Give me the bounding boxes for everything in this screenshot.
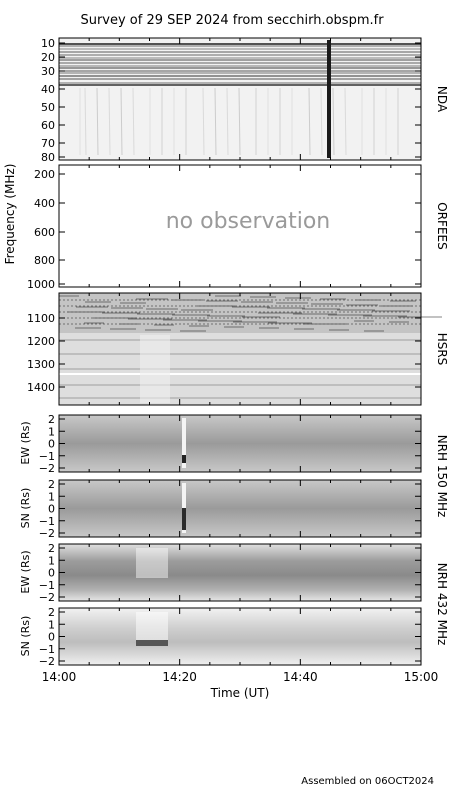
nda-streak: [120, 87, 123, 156]
nrh432-sn-map: [59, 608, 421, 665]
nda-streak: [96, 87, 99, 156]
nda-streak: [132, 87, 135, 156]
nrh432-sn-ylabel: SN (Rs): [19, 616, 32, 657]
y-tick-label: 2: [48, 478, 55, 491]
nrh150-sn-burst-core: [182, 508, 186, 530]
y-tick-label: −2: [39, 462, 55, 475]
panel-orfees: no observation: [58, 164, 422, 288]
y-tick-label: 1300: [27, 358, 55, 371]
nrh150-ew-map: [59, 415, 421, 472]
y-tick-label: 800: [34, 254, 55, 267]
y-tick-label: 40: [41, 83, 55, 96]
orfees-status: no observation: [166, 209, 331, 234]
y-tick-label: 1: [48, 554, 55, 567]
y-tick-label: 60: [41, 119, 55, 132]
y-tick-label: −1: [39, 450, 55, 463]
y-tick-label: −2: [39, 655, 55, 668]
nda-streak: [84, 87, 87, 156]
y-tick-label: 2: [48, 606, 55, 619]
panel-hsrs: [58, 292, 442, 406]
chart-title: Survey of 29 SEP 2024 from secchirh.obsp…: [80, 13, 384, 28]
y-tick-label: −1: [39, 643, 55, 656]
y-tick-label: 1200: [27, 335, 55, 348]
y-tick-label: −2: [39, 527, 55, 540]
panel-nrh432-sn: [58, 607, 422, 666]
nrh432-ew-map: [59, 544, 421, 601]
nrh150-ew-burst-core: [182, 455, 186, 463]
nda-streak: [344, 87, 347, 156]
panel-nrh432-ew: [58, 543, 422, 602]
nda-right-label: NDA: [435, 86, 449, 113]
axis-ticks: [58, 38, 422, 665]
x-tick-label: 14:20: [162, 670, 197, 684]
y-tick-label: 0: [48, 503, 55, 516]
nda-streak: [320, 87, 323, 156]
x-axis-label: Time (UT): [210, 686, 270, 700]
hsrs-right-label: HSRS: [435, 333, 449, 366]
nrh432-sn-bright-patch: [136, 612, 168, 642]
nrh432-label: NRH 432 MHz: [435, 563, 449, 646]
nda-spectral-lines: [59, 43, 421, 156]
y-tick-label: 10: [41, 37, 55, 50]
panel-nrh150-ew: [58, 414, 422, 473]
y-tick-label: 1: [48, 425, 55, 438]
nda-streak: [202, 87, 205, 156]
y-tick-label: 30: [41, 65, 55, 78]
nda-streak: [108, 87, 111, 156]
nrh150-ew-ylabel: EW (Rs): [19, 421, 32, 464]
y-tick-label: 0: [48, 567, 55, 580]
frequency-axis-label: Frequency (MHz): [3, 164, 17, 265]
y-tick-label: 400: [34, 197, 55, 210]
y-tick-label: −1: [39, 515, 55, 528]
y-tick-label: 600: [34, 226, 55, 239]
hsrs-bright-patch: [140, 335, 170, 403]
y-tick-label: 50: [41, 101, 55, 114]
y-tick-label: −2: [39, 591, 55, 604]
panel-nda: [58, 37, 422, 161]
y-tick-label: 20: [41, 51, 55, 64]
y-tick-label: 70: [41, 137, 55, 150]
nda-streak: [226, 87, 229, 156]
y-tick-label: 1100: [27, 312, 55, 325]
orfees-right-label: ORFEES: [435, 202, 449, 249]
hsrs-spectral-lines: [59, 295, 442, 403]
nda-radio-burst: [327, 40, 331, 158]
nda-streak: [308, 87, 311, 156]
y-tick-label: 80: [41, 151, 55, 164]
nda-streak: [214, 87, 217, 156]
nrh150-label: NRH 150 MHz: [435, 435, 449, 518]
y-tick-label: 2: [48, 413, 55, 426]
nrh432-ew-bright-patch: [136, 548, 168, 578]
x-tick-label: 14:40: [283, 670, 318, 684]
nrh150-ew-burst: [182, 418, 186, 468]
x-tick-label: 15:00: [404, 670, 439, 684]
nrh432-ew-ylabel: EW (Rs): [19, 550, 32, 593]
nda-streak: [332, 87, 335, 156]
y-tick-label: −1: [39, 579, 55, 592]
y-tick-label: 200: [34, 168, 55, 181]
y-tick-label: 1400: [27, 381, 55, 394]
x-tick-label: 14:00: [42, 670, 77, 684]
footer-text: Assembled on 06OCT2024: [301, 776, 434, 787]
y-tick-label: 1: [48, 618, 55, 631]
y-tick-label: 0: [48, 631, 55, 644]
y-tick-label: 2: [48, 542, 55, 555]
y-tick-label: 1000: [27, 278, 55, 291]
nrh150-sn-ylabel: SN (Rs): [19, 488, 32, 529]
y-tick-label: 1: [48, 490, 55, 503]
nrh432-sn-dark-streak: [136, 640, 168, 646]
axis-tick-labels: 1020304050607080200400600800100011001200…: [27, 37, 438, 684]
nda-streak: [238, 87, 241, 156]
nrh150-sn-map: [59, 480, 421, 537]
y-tick-label: 0: [48, 438, 55, 451]
panel-nrh150-sn: [58, 479, 422, 538]
